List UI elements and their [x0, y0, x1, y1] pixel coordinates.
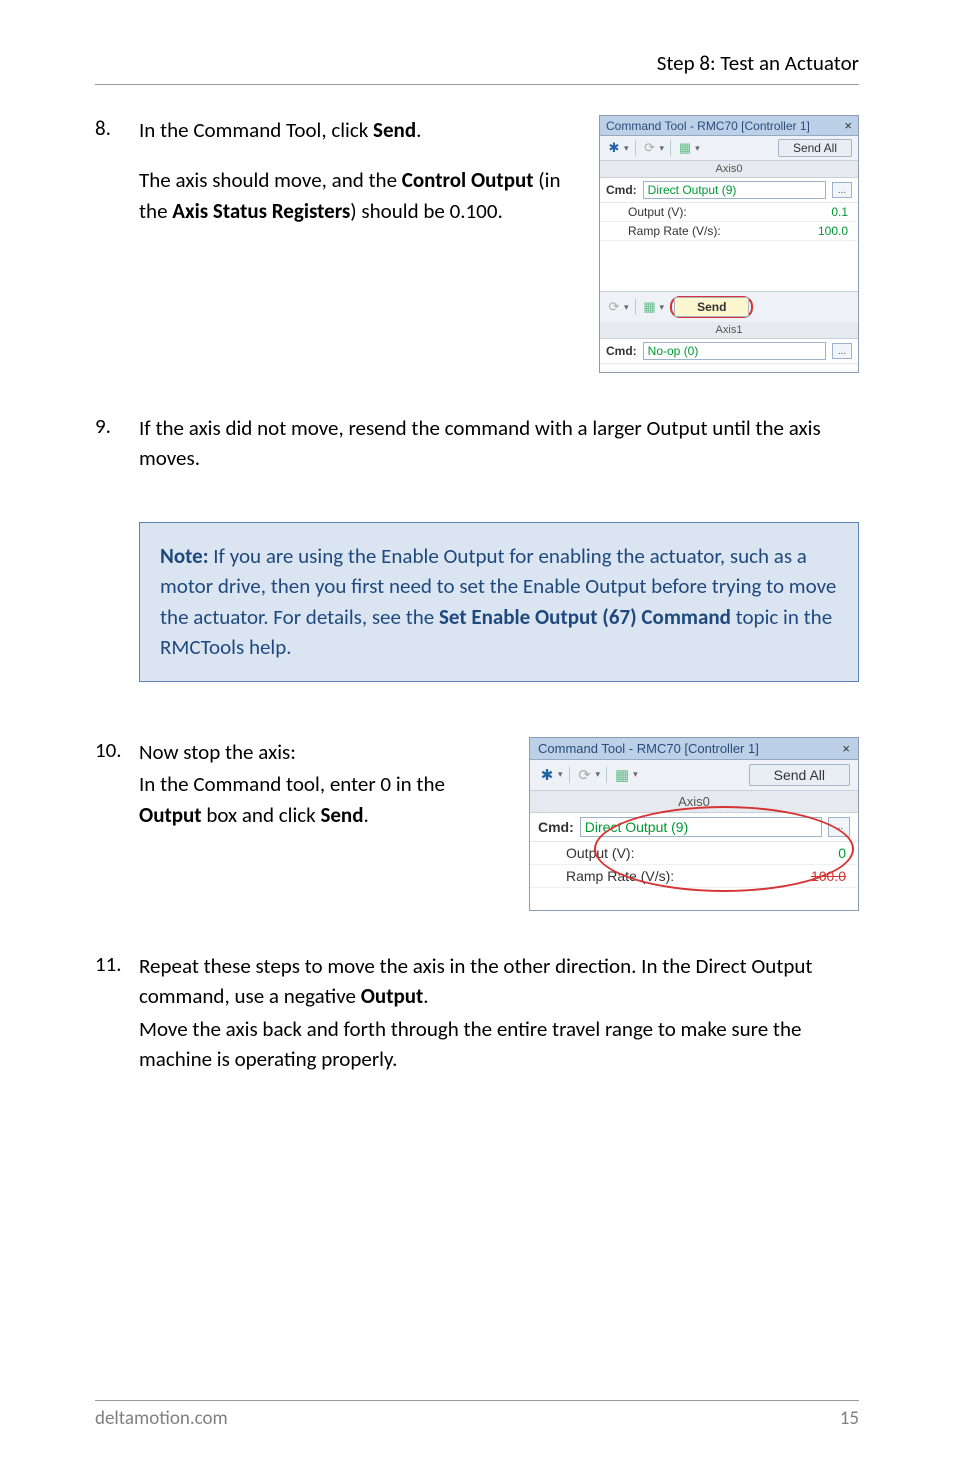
axis0-header: Axis0 [530, 791, 858, 813]
toolbar-refresh-icon[interactable]: ⟳ [606, 299, 622, 315]
axis0-header: Axis0 [600, 161, 858, 178]
cmd-input[interactable]: Direct Output (9) [580, 817, 822, 837]
toolbar-dropdown-icon[interactable]: ▾ [660, 143, 665, 154]
axis1-header: Axis1 [600, 322, 858, 339]
cmd-label-axis1: Cmd: [606, 344, 637, 358]
command-tool-window-2: Command Tool - RMC70 [Controller 1] × ✱▾… [529, 737, 859, 911]
cmd1-title: Command Tool - RMC70 [Controller 1] [606, 119, 810, 133]
step-10-2b: Output [139, 802, 202, 828]
param-output-label: Output (V): [566, 845, 786, 861]
toolbar-refresh-icon[interactable]: ⟳ [642, 140, 658, 156]
cmd-more-button[interactable]: ... [832, 182, 852, 198]
param-ramprate-label: Ramp Rate (V/s): [566, 868, 786, 884]
param-output-value[interactable]: 0.1 [800, 205, 852, 219]
step-10-line-1: Now stop the axis: [139, 737, 511, 767]
step-10-2a: In the Command tool, enter 0 in the [139, 771, 445, 797]
note-text-bold: Set Enable Output (67) Command [439, 604, 731, 630]
step-10-number: 10. [95, 737, 139, 763]
step-8-line-2: The axis should move, and the Control Ou… [139, 165, 581, 226]
toolbar-grid-icon[interactable]: ▦ [677, 140, 693, 156]
step-8-line-1: In the Command Tool, click Send. [139, 115, 581, 145]
toolbar-dropdown-icon[interactable]: ▾ [660, 302, 665, 313]
footer-page-number: 15 [840, 1407, 859, 1430]
param-ramprate-value[interactable]: 100.0 [786, 868, 850, 884]
cmd-more-button-axis1[interactable]: ... [832, 343, 852, 359]
step-8-p2d: Axis Status Registers [172, 198, 350, 224]
step-11-b: Output [361, 983, 424, 1009]
cmd-label: Cmd: [538, 819, 574, 835]
toolbar-grid-icon[interactable]: ▦ [642, 299, 658, 315]
page-header: Step 8: Test an Actuator [95, 50, 859, 85]
cmd-input-axis1[interactable]: No-op (0) [643, 342, 826, 360]
send-all-button[interactable]: Send All [749, 764, 850, 786]
step-10-2e: . [363, 802, 368, 828]
step-8-text-end: . [416, 117, 421, 143]
cmd-more-button[interactable]: ... [828, 817, 850, 837]
cmd2-close-icon[interactable]: × [842, 741, 850, 756]
send-all-button[interactable]: Send All [778, 139, 852, 157]
step-8-p2e: ) should be 0.100. [350, 198, 502, 224]
toolbar-dropdown-icon[interactable]: ▾ [596, 769, 601, 780]
param-output-label: Output (V): [628, 205, 800, 219]
footer-left: deltamotion.com [95, 1407, 228, 1430]
param-ramprate-value[interactable]: 100.0 [800, 224, 852, 238]
step-9-number: 9. [95, 413, 139, 439]
step-8-bold-send: Send [373, 117, 416, 143]
step-11-c: . [423, 983, 428, 1009]
step-11-number: 11. [95, 951, 139, 977]
step-10-2d: Send [320, 802, 363, 828]
send-button-highlight: Send [670, 296, 753, 318]
command-tool-window-1: Command Tool - RMC70 [Controller 1] × ✱▾… [599, 115, 859, 373]
param-output-value[interactable]: 0 [786, 845, 850, 861]
toolbar-dropdown-icon[interactable]: ▾ [633, 769, 638, 780]
step-11-line-2: Move the axis back and forth through the… [139, 1014, 859, 1075]
toolbar-run-icon[interactable]: ✱ [606, 140, 622, 156]
cmd2-title: Command Tool - RMC70 [Controller 1] [538, 741, 759, 756]
step-11-line-1: Repeat these steps to move the axis in t… [139, 951, 859, 1012]
toolbar-grid-icon[interactable]: ▦ [613, 766, 631, 784]
cmd-input[interactable]: Direct Output (9) [643, 181, 826, 199]
toolbar-dropdown-icon[interactable]: ▾ [624, 302, 629, 313]
toolbar-dropdown-icon[interactable]: ▾ [624, 143, 629, 154]
send-button[interactable]: Send [674, 297, 749, 317]
step-9-text: If the axis did not move, resend the com… [139, 413, 859, 474]
note-box: Note: If you are using the Enable Output… [139, 522, 859, 682]
cmd1-close-icon[interactable]: × [844, 118, 852, 133]
step-8-number: 8. [95, 115, 139, 141]
toolbar-refresh-icon[interactable]: ⟳ [576, 766, 594, 784]
toolbar-run-icon[interactable]: ✱ [538, 766, 556, 784]
cmd-label: Cmd: [606, 183, 637, 197]
step-10-line-2: In the Command tool, enter 0 in the Outp… [139, 769, 511, 830]
step-10-2c: box and click [202, 802, 321, 828]
toolbar-dropdown-icon[interactable]: ▾ [695, 143, 700, 154]
step-8-p2b: Control Output [402, 167, 534, 193]
step-11-a: Repeat these steps to move the axis in t… [139, 953, 812, 1009]
step-8-p2a: The axis should move, and the [139, 167, 402, 193]
param-ramprate-label: Ramp Rate (V/s): [628, 224, 800, 238]
note-lead: Note: [160, 543, 209, 569]
step-8-text-a: In the Command Tool, click [139, 117, 373, 143]
toolbar-dropdown-icon[interactable]: ▾ [558, 769, 563, 780]
